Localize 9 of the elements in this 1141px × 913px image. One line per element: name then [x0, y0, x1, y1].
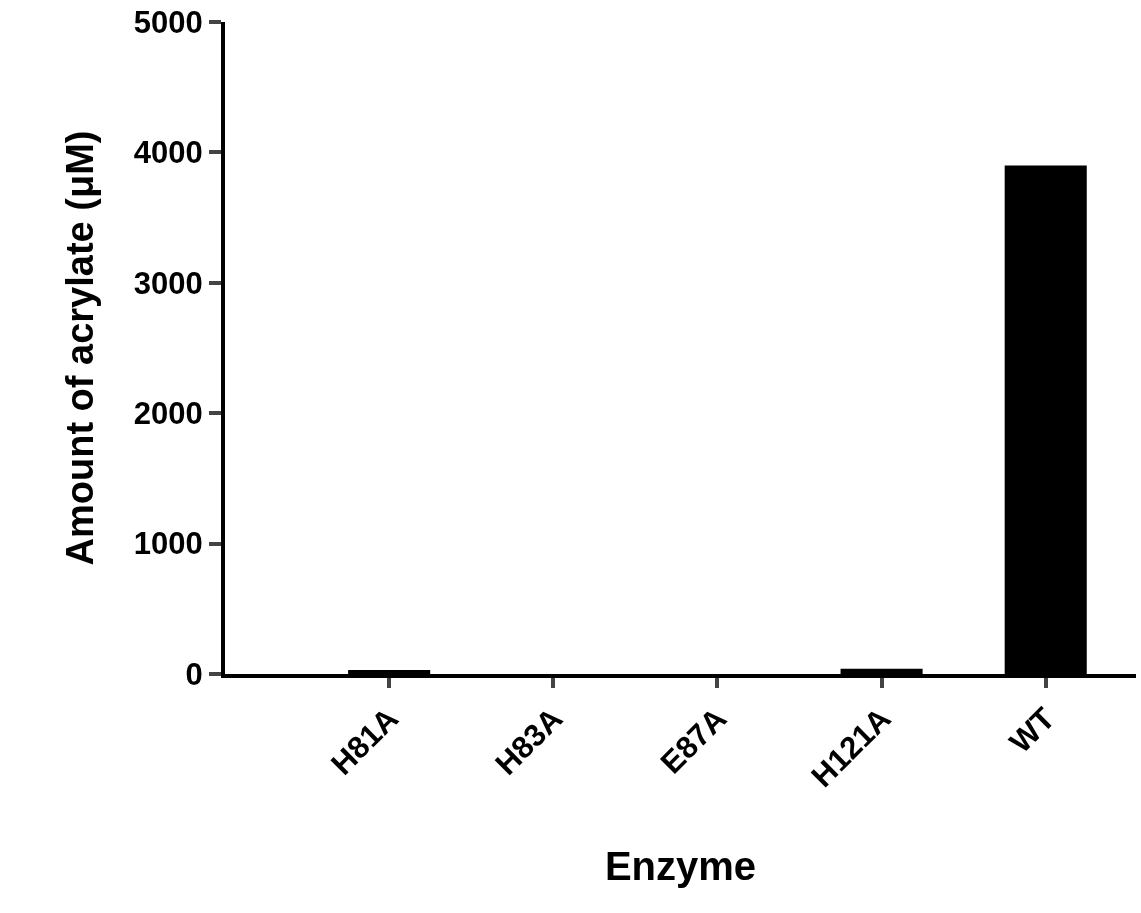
y-tick-label: 5000	[133, 4, 203, 40]
y-tick-label: 3000	[133, 265, 203, 301]
x-axis-title: Enzyme	[604, 843, 757, 888]
y-axis-title: Amount of acrylate (μM)	[58, 130, 101, 566]
y-tick-label: 2000	[133, 396, 203, 432]
y-tick-label: 4000	[133, 135, 203, 171]
y-tick-label: 0	[185, 656, 203, 692]
x-tick-label: WT	[1002, 700, 1062, 760]
y-tick-label: 1000	[133, 526, 203, 562]
